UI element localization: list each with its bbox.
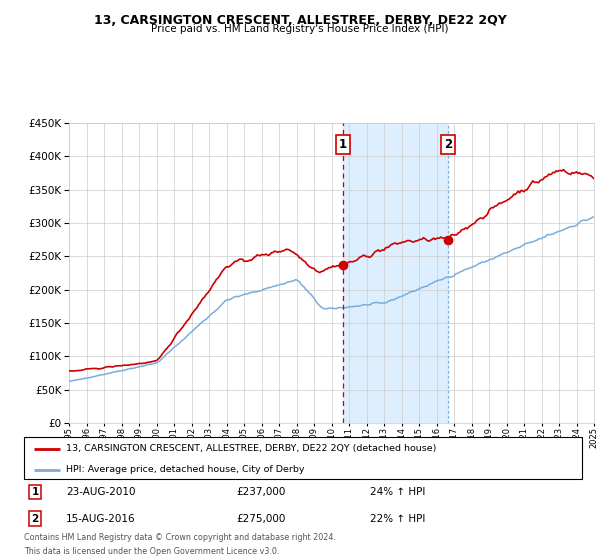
Text: 13, CARSINGTON CRESCENT, ALLESTREE, DERBY, DE22 2QY: 13, CARSINGTON CRESCENT, ALLESTREE, DERB…	[94, 14, 506, 27]
Bar	[343, 123, 448, 423]
Text: 15-AUG-2016: 15-AUG-2016	[66, 514, 136, 524]
Text: 1: 1	[338, 138, 347, 151]
Text: £275,000: £275,000	[236, 514, 286, 524]
Text: HPI: Average price, detached house, City of Derby: HPI: Average price, detached house, City…	[66, 465, 304, 474]
Text: £237,000: £237,000	[236, 487, 286, 497]
Text: 23-AUG-2010: 23-AUG-2010	[66, 487, 136, 497]
Text: 1: 1	[32, 487, 39, 497]
Text: 22% ↑ HPI: 22% ↑ HPI	[370, 514, 425, 524]
FancyBboxPatch shape	[24, 437, 582, 479]
Text: 2: 2	[32, 514, 39, 524]
Text: 2: 2	[443, 138, 452, 151]
Text: Contains HM Land Registry data © Crown copyright and database right 2024.: Contains HM Land Registry data © Crown c…	[24, 533, 336, 542]
Text: 13, CARSINGTON CRESCENT, ALLESTREE, DERBY, DE22 2QY (detached house): 13, CARSINGTON CRESCENT, ALLESTREE, DERB…	[66, 444, 436, 453]
Text: Price paid vs. HM Land Registry's House Price Index (HPI): Price paid vs. HM Land Registry's House …	[151, 24, 449, 34]
Text: This data is licensed under the Open Government Licence v3.0.: This data is licensed under the Open Gov…	[24, 547, 280, 556]
Text: 24% ↑ HPI: 24% ↑ HPI	[370, 487, 425, 497]
